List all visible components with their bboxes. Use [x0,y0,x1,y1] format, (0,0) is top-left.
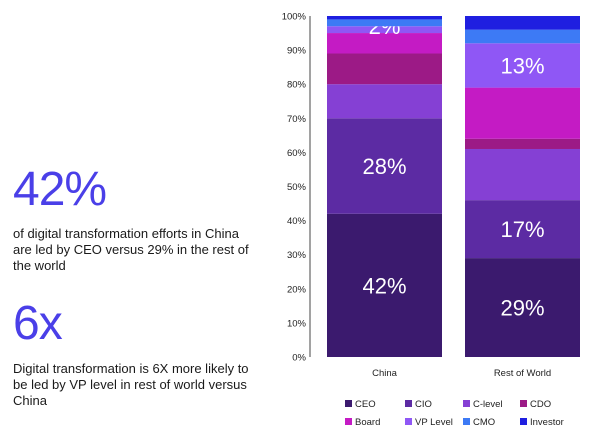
category-label: Rest of World [494,368,551,379]
data-label: 29% [500,296,544,321]
y-tick-label: 0% [292,353,306,364]
legend-label: VP Level [415,417,453,428]
legend-swatch [520,418,527,425]
legend-swatch [405,400,412,407]
bar-segment-cdo-1 [465,138,580,149]
bar-segment-cmo-0 [327,19,442,27]
legend-swatch [345,418,352,425]
legend-label: Board [355,417,380,428]
data-label: 28% [362,154,406,179]
legend-label: CDO [530,399,551,410]
stat-ceo-china-description: of digital transformation efforts in Chi… [13,226,249,273]
stat-vp-level-description: Digital transformation is 6X more likely… [13,361,249,408]
bar-segment-cdo-0 [327,53,442,85]
y-tick-label: 80% [287,80,307,91]
legend-label: C-level [473,399,503,410]
bar-segment-investor-1 [465,16,580,30]
legend-label: CEO [355,399,376,410]
y-tick-label: 100% [282,12,307,23]
bar-segment-cmo-1 [465,29,580,44]
bar-segment-vp-level-0 [327,26,442,34]
stat-vp-level-number: 6x [13,297,63,350]
bar-segment-board-1 [465,87,580,139]
legend-swatch [463,400,470,407]
legend-label: CMO [473,417,495,428]
y-tick-label: 90% [287,46,307,57]
data-label: 17% [500,217,544,242]
y-tick-label: 10% [287,318,307,329]
bar-segment-investor-0 [327,16,442,20]
bar-segment-c-level-0 [327,84,442,119]
bar-segment-ceo-0 [327,213,442,357]
category-label: China [372,368,398,379]
legend-swatch [520,400,527,407]
legend-swatch [345,400,352,407]
y-tick-label: 30% [287,250,307,261]
y-tick-label: 40% [287,216,307,227]
bar-segment-ceo-1 [465,258,580,357]
bar-segment-c-level-1 [465,148,580,201]
y-tick-label: 20% [287,284,307,295]
y-tick-label: 60% [287,148,307,159]
legend-label: CIO [415,399,432,410]
data-label: 13% [500,53,544,78]
legend-swatch [405,418,412,425]
bar-segment-cio-1 [465,200,580,259]
y-tick-label: 50% [287,182,307,193]
data-label: 42% [362,273,406,298]
legend-swatch [463,418,470,425]
bar-segment-board-0 [327,33,442,54]
y-tick-label: 70% [287,114,307,125]
stat-ceo-china-number: 42% [13,163,107,216]
legend-label: Investor [530,417,564,428]
bar-segment-vp-level-1 [465,43,580,88]
bar-segment-cio-0 [327,118,442,214]
